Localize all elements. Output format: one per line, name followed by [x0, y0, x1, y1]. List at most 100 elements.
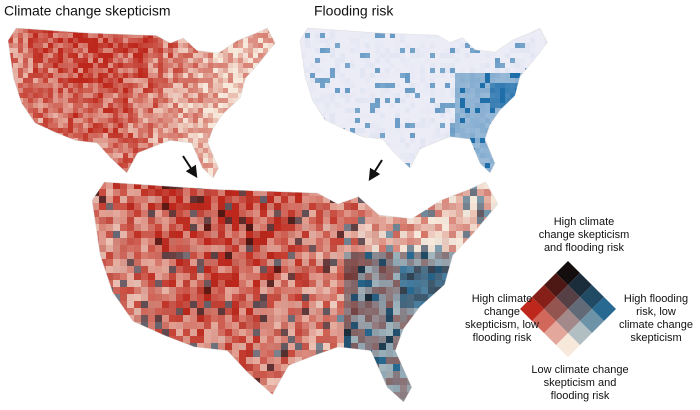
county [505, 73, 511, 79]
county [414, 224, 422, 232]
county [465, 153, 471, 159]
county [510, 83, 516, 89]
county [365, 322, 373, 330]
county [545, 108, 548, 114]
county [390, 118, 396, 124]
county [218, 266, 226, 274]
county [93, 128, 99, 134]
county [407, 371, 415, 379]
county [525, 163, 531, 169]
county [500, 153, 506, 159]
county [78, 138, 84, 144]
county [400, 336, 408, 344]
county [163, 158, 169, 164]
county [428, 231, 436, 239]
county [8, 128, 14, 134]
county [360, 148, 366, 154]
county [211, 301, 219, 309]
county [190, 196, 198, 204]
county [223, 43, 229, 49]
county [375, 133, 381, 139]
county [113, 273, 121, 281]
county [465, 33, 471, 39]
county [379, 350, 387, 358]
county [425, 73, 431, 79]
county [43, 173, 49, 178]
county [405, 148, 411, 154]
county [103, 78, 109, 84]
county [505, 118, 511, 124]
county [435, 108, 441, 114]
county [118, 88, 124, 94]
county [263, 133, 269, 139]
county [153, 123, 159, 129]
county [243, 158, 249, 164]
county [197, 322, 205, 330]
county [337, 294, 345, 302]
county [134, 308, 142, 316]
county [223, 63, 229, 69]
county [515, 93, 521, 99]
county [158, 108, 164, 114]
county [435, 28, 441, 34]
county [243, 78, 249, 84]
county [460, 113, 466, 119]
county [300, 118, 306, 124]
county [18, 103, 24, 109]
county [243, 58, 249, 64]
county [365, 182, 373, 190]
county [445, 78, 451, 84]
county [465, 163, 471, 169]
county [545, 98, 548, 104]
county [198, 73, 204, 79]
county [390, 83, 396, 89]
county [178, 53, 184, 59]
county [360, 78, 366, 84]
county [162, 273, 170, 281]
county [123, 128, 129, 134]
county [155, 315, 163, 323]
county [350, 98, 356, 104]
county [213, 68, 219, 74]
county [485, 33, 491, 39]
county [58, 38, 64, 44]
county [386, 301, 394, 309]
county [460, 148, 466, 154]
county [385, 73, 391, 79]
county [337, 378, 345, 386]
county [258, 143, 264, 149]
county [420, 103, 426, 109]
county [213, 98, 219, 104]
county [281, 210, 289, 218]
county [510, 98, 516, 104]
county [315, 53, 321, 59]
county [470, 98, 476, 104]
county [88, 158, 94, 164]
county [18, 128, 24, 134]
county [535, 133, 541, 139]
county [197, 280, 205, 288]
county [340, 148, 346, 154]
county [421, 336, 429, 344]
county [525, 48, 531, 54]
county [243, 123, 249, 129]
county [153, 53, 159, 59]
county [198, 53, 204, 59]
county [141, 378, 149, 386]
county [510, 158, 516, 164]
county [525, 108, 531, 114]
county [500, 163, 506, 169]
county [323, 231, 331, 239]
county [375, 68, 381, 74]
county [133, 148, 139, 154]
county [355, 68, 361, 74]
county [540, 33, 546, 39]
county [63, 138, 69, 144]
county [83, 108, 89, 114]
county [127, 224, 135, 232]
county [345, 143, 351, 149]
county [350, 113, 356, 119]
county [148, 73, 154, 79]
county [400, 287, 408, 295]
county [260, 273, 268, 281]
